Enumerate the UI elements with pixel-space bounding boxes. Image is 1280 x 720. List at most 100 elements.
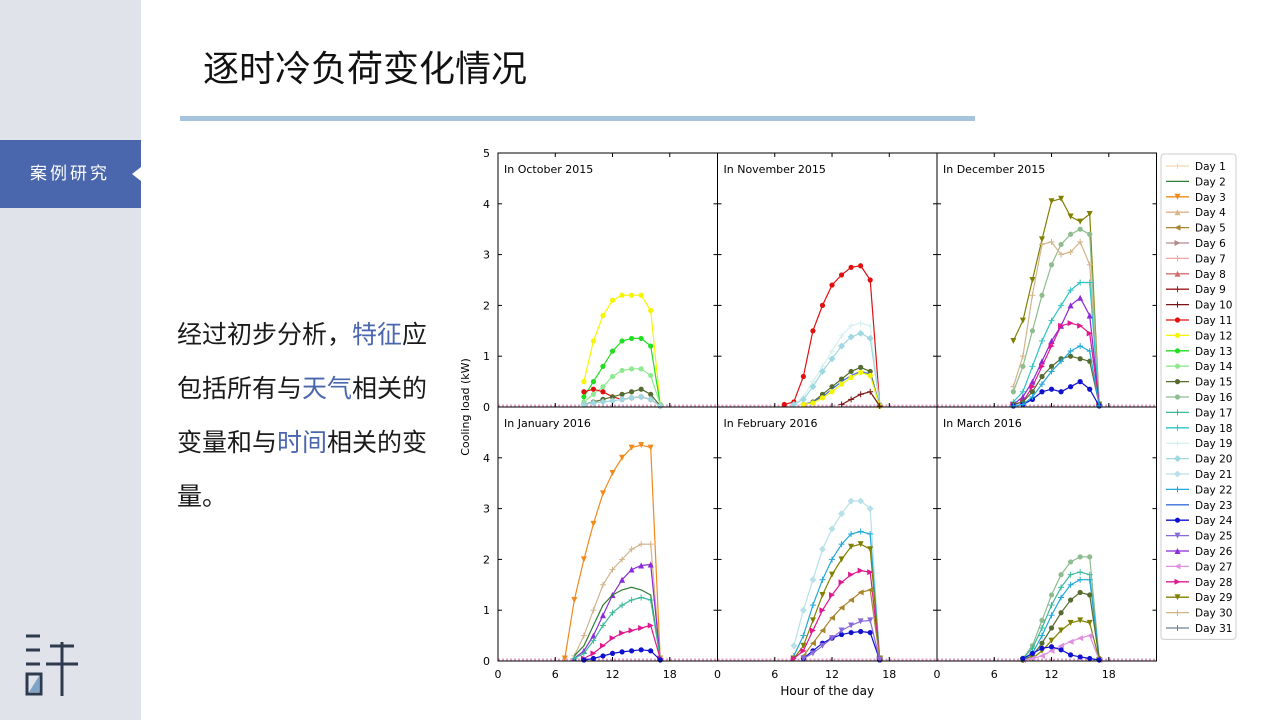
data-point (629, 292, 635, 298)
data-point (1087, 554, 1093, 560)
y-tick-label: 3 (483, 249, 490, 262)
data-point (629, 389, 635, 395)
data-point (1039, 617, 1045, 623)
y-axis-label: Cooling load (kW) (459, 358, 472, 456)
x-tick-label: 12 (825, 668, 839, 681)
sidebar-tab-case-study[interactable] (0, 140, 141, 208)
data-point (648, 307, 654, 314)
legend-entry: Day 21 (1195, 469, 1232, 481)
data-point (790, 655, 797, 662)
data-point (867, 372, 873, 379)
legend-entry: Day 13 (1195, 346, 1232, 358)
data-point (809, 576, 817, 584)
data-point (1048, 592, 1055, 598)
data-point (590, 386, 597, 392)
data-point (799, 606, 807, 614)
data-point (1039, 292, 1045, 298)
data-point (656, 402, 664, 410)
data-point (1010, 337, 1017, 344)
x-tick-label: 18 (882, 668, 896, 681)
data-point (629, 366, 635, 372)
data-point (637, 393, 645, 401)
data-point (609, 348, 616, 354)
legend-entry: Day 12 (1195, 330, 1232, 342)
data-point (848, 368, 854, 375)
data-point (1068, 559, 1074, 565)
data-point (1077, 589, 1083, 596)
data-point (1174, 517, 1181, 523)
data-point (1038, 363, 1045, 370)
data-point (838, 604, 845, 611)
data-point (1048, 262, 1055, 268)
data-point (1039, 373, 1045, 380)
y-tick-label: 0 (483, 401, 490, 414)
data-point (619, 649, 625, 655)
panel-frame (717, 406, 938, 662)
data-point (1068, 652, 1074, 658)
data-point (1058, 195, 1065, 202)
data-point (800, 642, 807, 649)
data-point (1086, 632, 1093, 639)
data-point (599, 398, 607, 406)
series-line-day-24 (1013, 380, 1100, 407)
data-point (1048, 343, 1055, 350)
data-point (647, 561, 654, 568)
legend-entry: Day 4 (1195, 207, 1226, 219)
body-text-part: 应包括所有与 (177, 320, 428, 403)
data-point (819, 591, 826, 598)
series-line-day-29 (793, 543, 881, 659)
legend-entry: Day 29 (1195, 592, 1232, 604)
panel-title: In December 2015 (943, 163, 1045, 176)
x-tick-label: 6 (991, 668, 998, 681)
panel-frame (717, 152, 938, 408)
data-point (619, 630, 626, 637)
data-point (810, 328, 816, 334)
y-tick-label: 2 (483, 553, 490, 566)
data-point (1058, 642, 1065, 649)
data-point (1067, 638, 1074, 645)
data-point (609, 635, 616, 642)
legend-entry: Day 20 (1195, 454, 1232, 466)
legend-entry: Day 18 (1195, 423, 1232, 435)
data-point (800, 373, 806, 380)
data-point (609, 650, 616, 656)
data-point (809, 640, 816, 647)
panel-title: In February 2016 (724, 417, 818, 430)
data-point (1086, 210, 1093, 217)
series-line-day-30 (1012, 240, 1100, 405)
data-point (838, 627, 845, 634)
data-point (1174, 455, 1181, 463)
y-tick-label: 5 (483, 147, 490, 160)
data-point (866, 505, 874, 513)
data-point (1174, 532, 1181, 539)
legend-entry: Day 9 (1195, 284, 1226, 296)
y-tick-label: 4 (483, 452, 490, 465)
series-line-day-2 (573, 586, 661, 659)
panel-frame (936, 406, 1157, 662)
data-point (848, 597, 855, 604)
data-point (1058, 610, 1064, 616)
data-point (619, 292, 625, 298)
data-point (619, 367, 625, 374)
data-point (1048, 647, 1055, 654)
data-point (1174, 563, 1181, 570)
data-point (790, 400, 798, 408)
data-point (1048, 198, 1055, 205)
data-point (1039, 640, 1045, 646)
data-point (1087, 386, 1093, 392)
data-point (867, 629, 873, 636)
highlight-time: 时间 (277, 428, 328, 457)
data-point (647, 444, 654, 451)
data-point (866, 334, 874, 342)
data-point (809, 383, 817, 391)
x-tick-label: 0 (495, 668, 502, 681)
series-line-day-22 (1013, 345, 1100, 407)
x-tick-label: 6 (771, 668, 778, 681)
data-point (657, 657, 663, 663)
sidebar (0, 0, 141, 720)
data-point (1086, 312, 1093, 319)
y-tick-label: 4 (483, 198, 490, 211)
data-point (1077, 356, 1083, 362)
data-point (571, 597, 578, 604)
data-point (647, 622, 654, 629)
